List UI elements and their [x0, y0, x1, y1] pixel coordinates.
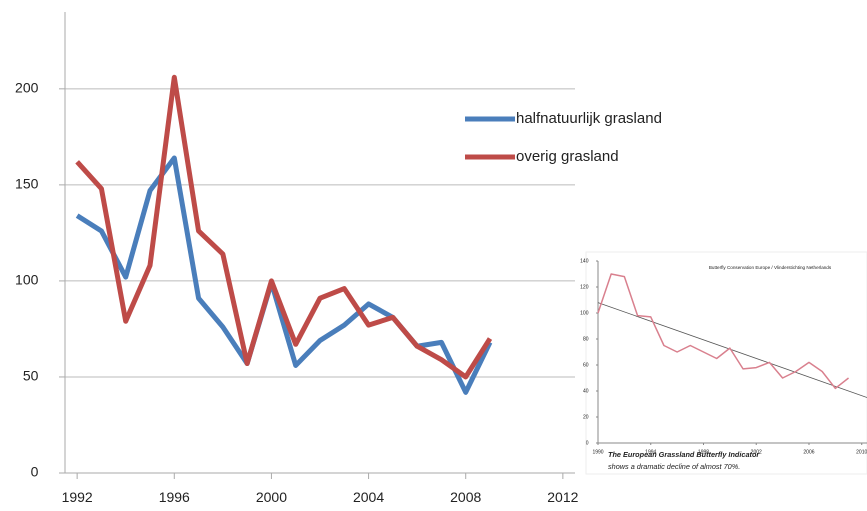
- y-tick-label: 120: [580, 284, 589, 290]
- legend-label: halfnatuurlijk grasland: [516, 110, 662, 127]
- y-tick-label: 20: [583, 414, 589, 420]
- x-tick-label: 2006: [803, 449, 814, 455]
- inset-subtitle: Butterfly Conservation Europe / Vlinders…: [709, 265, 832, 270]
- y-tick-label: 80: [583, 336, 589, 342]
- x-tick-label: 1998: [698, 449, 709, 455]
- y-tick-label: 200: [15, 80, 39, 96]
- x-tick-label: 1994: [645, 449, 656, 455]
- x-tick-label: 1990: [592, 449, 603, 455]
- y-tick-label: 100: [580, 310, 589, 316]
- series-line: [597, 273, 850, 390]
- x-tick-label: 1996: [159, 489, 190, 505]
- x-tick-label: 2000: [256, 489, 287, 505]
- inset-caption: The European Grassland Butterfly Indicat…: [608, 450, 760, 459]
- x-tick-label: 1992: [62, 489, 93, 505]
- x-tick-label: 2002: [751, 449, 762, 455]
- inset-caption-2: shows a dramatic decline of almost 70%.: [608, 462, 740, 471]
- y-tick-label: 50: [23, 368, 39, 384]
- y-tick-label: 150: [15, 176, 39, 192]
- series-line: [75, 74, 493, 380]
- x-tick-label: 2012: [547, 489, 578, 505]
- legend-label: overig grasland: [516, 148, 619, 165]
- y-tick-label: 140: [580, 258, 589, 264]
- inset-frame: [585, 251, 867, 475]
- y-tick-label: 100: [15, 272, 39, 288]
- y-tick-label: 60: [583, 362, 589, 368]
- x-tick-label: 2008: [450, 489, 481, 505]
- series-line: [75, 155, 493, 395]
- y-tick-label: 0: [586, 440, 589, 446]
- trend-line: [597, 302, 867, 398]
- x-tick-label: 2004: [353, 489, 384, 505]
- y-tick-label: 0: [31, 464, 39, 480]
- y-tick-label: 40: [583, 388, 589, 394]
- x-tick-label: 2010: [856, 449, 867, 455]
